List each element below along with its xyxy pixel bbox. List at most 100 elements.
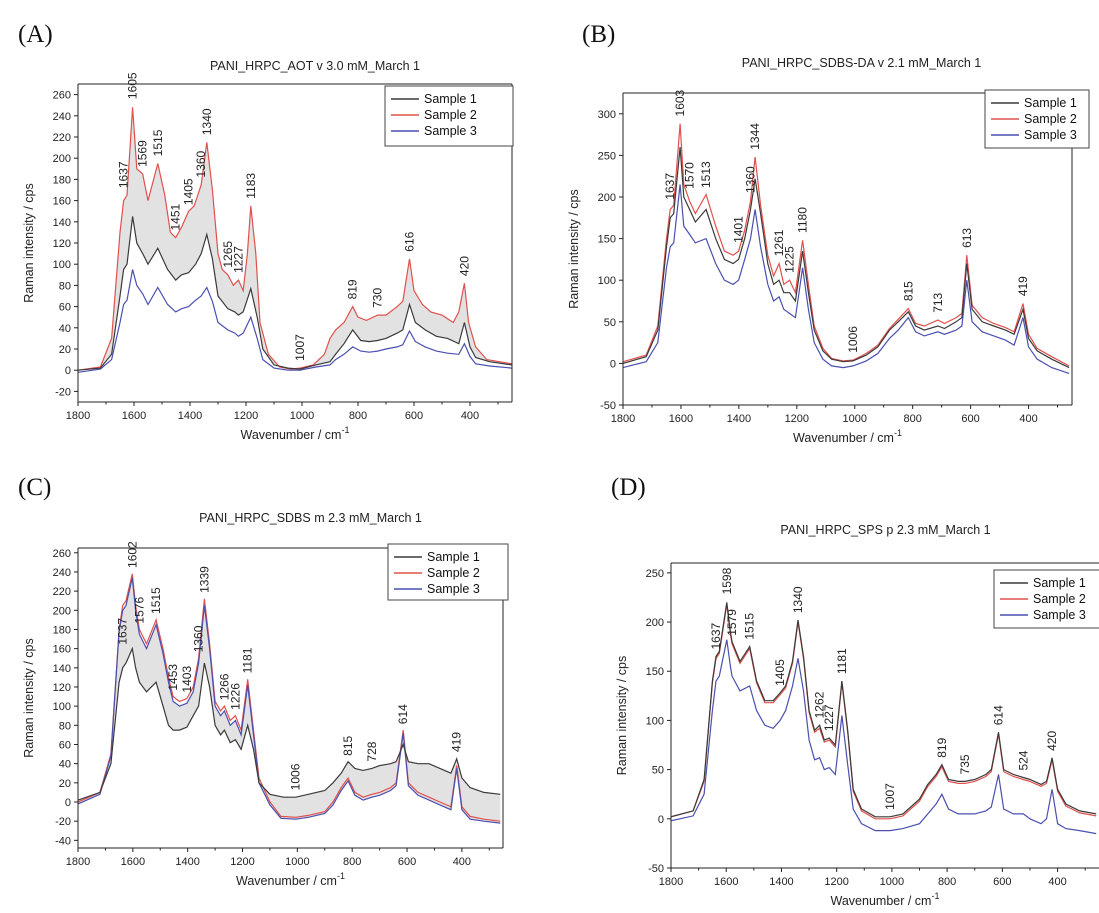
y-tick-label: 260: [53, 90, 71, 102]
fill-between-band: [78, 107, 512, 371]
peak-label: 1598: [720, 567, 734, 594]
peak-label: 1340: [791, 586, 805, 613]
peak-label: 819: [346, 279, 360, 299]
peak-label: 1570: [683, 162, 697, 189]
series-line-sample-1: [78, 216, 512, 371]
x-axis-label: Wavenumber / cm-1: [793, 428, 902, 445]
peak-label: 819: [935, 737, 949, 757]
y-tick-label: 240: [53, 111, 71, 123]
x-tick-label: 1600: [122, 410, 146, 422]
legend-label: Sample 1: [1024, 96, 1077, 110]
legend-label: Sample 1: [427, 550, 480, 564]
x-tick-label: 600: [405, 410, 423, 422]
y-tick-label: 40: [59, 759, 71, 771]
peak-label: 1180: [796, 207, 810, 233]
peak-label: 1513: [699, 161, 713, 188]
plot-area: [78, 107, 512, 373]
y-tick-label: 250: [598, 150, 616, 162]
peak-label: 1360: [192, 625, 206, 652]
y-tick-label: 100: [53, 259, 71, 271]
y-axis-label: Raman intensity / cps: [567, 189, 581, 309]
y-tick-label: 160: [53, 644, 71, 656]
peak-label: 420: [457, 256, 471, 276]
chart-title: PANI_HRPC_AOT v 3.0 mM_March 1: [210, 59, 420, 73]
y-axis-label: Raman intensity / cps: [22, 638, 36, 758]
peak-label: 1339: [197, 566, 211, 593]
peak-label: 1344: [748, 123, 762, 150]
peak-label: 815: [341, 735, 355, 755]
chart-title: PANI_HRPC_SDBS m 2.3 mM_March 1: [199, 511, 422, 525]
y-tick-label: -20: [55, 386, 71, 398]
peak-label: 735: [958, 754, 972, 774]
series-line-sample-3: [623, 184, 1070, 374]
series-line-sample-3: [78, 577, 501, 824]
legend-label: Sample 3: [427, 582, 480, 596]
legend-label: Sample 1: [424, 92, 477, 106]
x-tick-label: 1000: [285, 856, 309, 868]
y-tick-label: 240: [53, 567, 71, 579]
peak-label: 1226: [228, 683, 242, 710]
peak-label: 1401: [732, 216, 746, 243]
peak-label: 1405: [773, 659, 787, 686]
x-tick-label: 1600: [121, 856, 145, 868]
peak-label: 1637: [663, 173, 677, 200]
peak-label: 1579: [725, 609, 739, 636]
peak-label: 728: [365, 741, 379, 761]
y-tick-label: 200: [646, 617, 664, 629]
y-tick-label: 150: [598, 234, 616, 246]
peak-label: 1006: [846, 326, 860, 353]
peak-label: 614: [991, 705, 1005, 725]
y-tick-label: 200: [598, 192, 616, 204]
peak-label: 1637: [709, 622, 723, 649]
series-line-sample-2: [78, 573, 501, 822]
chart-title: PANI_HRPC_SDBS-DA v 2.1 mM_March 1: [742, 56, 981, 70]
y-tick-label: 60: [59, 739, 71, 751]
x-tick-label: 1200: [230, 856, 254, 868]
y-tick-label: 20: [59, 778, 71, 790]
y-tick-label: 250: [646, 568, 664, 580]
peak-label: 1576: [132, 597, 146, 624]
peak-label: 1181: [241, 647, 255, 673]
peak-label: 1403: [180, 666, 194, 693]
legend-label: Sample 2: [1024, 112, 1077, 126]
x-tick-label: 600: [398, 856, 416, 868]
y-tick-label: 50: [604, 317, 616, 329]
series-line-sample-2: [78, 107, 512, 371]
chart-panel-d: (D) PANI_HRPC_SPS p 2.3 mM_March 1 1800 160…: [611, 474, 1099, 908]
series-line-sample-1: [671, 602, 1097, 818]
peak-label: 1261: [772, 229, 786, 256]
x-tick-label: 1400: [178, 410, 202, 422]
x-axis-label: Wavenumber / cm-1: [241, 425, 350, 442]
legend-label: Sample 1: [1033, 576, 1086, 590]
peak-label: 614: [396, 704, 410, 724]
y-tick-label: 200: [53, 153, 71, 165]
y-tick-label: -40: [55, 835, 71, 847]
x-tick-label: 400: [1048, 876, 1066, 888]
x-tick-label: 1800: [611, 413, 635, 425]
y-tick-label: 140: [53, 217, 71, 229]
panel-letter: (C): [18, 474, 51, 501]
x-tick-label: 400: [453, 856, 471, 868]
x-tick-label: 1200: [234, 410, 258, 422]
peak-label: 524: [1016, 750, 1030, 770]
y-axis-label: Raman intensity / cps: [615, 656, 629, 776]
plot-area: [623, 123, 1070, 374]
x-tick-label: 1600: [669, 413, 693, 425]
y-tick-label: 120: [53, 238, 71, 250]
peak-label: 419: [1016, 276, 1030, 296]
x-tick-label: 800: [903, 413, 921, 425]
peak-label: 1183: [244, 173, 258, 199]
legend-label: Sample 3: [424, 124, 477, 138]
y-tick-label: -20: [55, 816, 71, 828]
peak-label: 1265: [221, 241, 235, 268]
y-tick-label: 220: [53, 586, 71, 598]
peak-label: 1007: [293, 334, 307, 361]
x-tick-label: 600: [961, 413, 979, 425]
x-tick-label: 1000: [880, 876, 904, 888]
plot-area: [671, 602, 1097, 835]
x-tick-label: 400: [461, 410, 479, 422]
y-tick-label: -50: [600, 400, 616, 412]
y-tick-label: 300: [598, 109, 616, 121]
panel-letter: (D): [611, 474, 646, 501]
